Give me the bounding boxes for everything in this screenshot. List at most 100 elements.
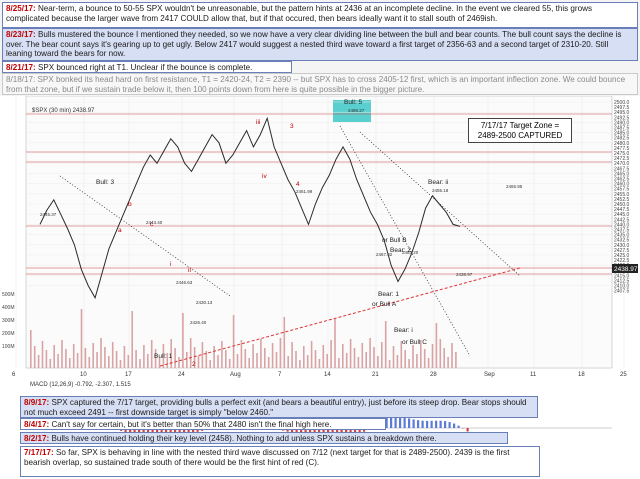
volume-bar xyxy=(365,352,367,368)
volume-bar xyxy=(353,348,356,368)
y-tick-label: 2490.0 xyxy=(614,120,630,126)
y-tick-label: 2495.0 xyxy=(614,110,630,116)
volume-bar xyxy=(396,355,399,368)
y-tick-label: 2410.0 xyxy=(614,284,630,290)
y-tick-label: 2437.5 xyxy=(614,228,630,234)
volume-bar xyxy=(451,343,453,368)
volume-bar xyxy=(373,347,375,368)
volume-tick-label: 200M xyxy=(2,331,15,337)
volume-bar xyxy=(271,343,274,368)
volume-bar xyxy=(318,359,321,368)
volume-bar xyxy=(228,359,231,368)
volume-bar xyxy=(92,343,94,368)
volume-bar xyxy=(213,346,215,368)
price-label: 2486.27 xyxy=(348,108,365,113)
wave-label: Bear: 1 xyxy=(378,291,399,298)
macd-bar xyxy=(358,428,361,436)
volume-bar xyxy=(275,352,278,368)
y-tick-label: 2482.5 xyxy=(614,136,630,142)
volume-bar xyxy=(252,344,254,368)
y-tick-label: 2497.5 xyxy=(614,105,630,111)
macd-bar xyxy=(178,428,181,434)
x-tick-label: 6 xyxy=(12,372,16,378)
x-tick-label: 11 xyxy=(530,372,537,378)
volume-bar xyxy=(61,340,63,368)
macd-bar xyxy=(313,428,316,435)
wave-label: or Bull B xyxy=(382,237,407,244)
wave-label: 2 xyxy=(192,361,196,368)
macd-bar xyxy=(187,428,190,433)
volume-bar xyxy=(65,349,67,368)
wave-label: or Bull A xyxy=(372,301,397,308)
volume-bar xyxy=(143,345,145,368)
x-tick-label: 10 xyxy=(80,372,87,378)
wave-label: i xyxy=(170,261,171,268)
macd-bar xyxy=(300,428,303,433)
volume-bar xyxy=(443,348,445,368)
volume-bar xyxy=(306,355,309,368)
volume-bar xyxy=(189,338,192,368)
macd-bar xyxy=(390,416,393,428)
y-tick-label: 2480.0 xyxy=(614,141,630,147)
volume-tick-label: 500M xyxy=(2,292,15,298)
volume-bar xyxy=(100,338,102,368)
volume-bar xyxy=(326,354,328,368)
y-tick-label: 2415.0 xyxy=(614,273,630,279)
macd-bar xyxy=(169,428,172,435)
resistance-lines xyxy=(26,113,612,275)
macd-bar xyxy=(394,416,397,428)
y-tick-label: 2427.5 xyxy=(614,248,630,254)
volume-bar xyxy=(115,351,118,368)
y-tick-label: 2487.5 xyxy=(614,126,630,132)
volume-bar xyxy=(357,357,360,368)
price-line xyxy=(39,116,461,300)
x-tick-label: 14 xyxy=(324,372,331,378)
volume-bar xyxy=(45,350,48,368)
volume-bar xyxy=(264,348,266,368)
macd-bar xyxy=(403,417,406,428)
volume-bar xyxy=(69,358,71,368)
volume-bar xyxy=(135,350,137,368)
volume-bars xyxy=(30,309,457,368)
volume-bar xyxy=(377,356,379,368)
macd-bar xyxy=(448,422,451,428)
volume-bar xyxy=(30,330,32,368)
volume-bar xyxy=(119,360,122,368)
volume-bar xyxy=(423,349,426,368)
volume-bar xyxy=(209,360,211,368)
wave-label: ii xyxy=(188,267,191,274)
y-tick-label: 2435.0 xyxy=(614,233,630,239)
y-tick-label: 2447.5 xyxy=(614,207,630,213)
volume-bar xyxy=(431,344,434,368)
price-series xyxy=(39,116,461,300)
trend-lines xyxy=(59,125,521,367)
wave-label: a xyxy=(118,227,122,234)
volume-bar xyxy=(111,342,114,368)
volume-bar xyxy=(205,351,208,368)
y-tick-label: 2470.0 xyxy=(614,161,630,167)
note-8-21: 8/21/17: SPX bounced right at T1. Unclea… xyxy=(2,61,292,73)
price-label: 2443.40 xyxy=(146,220,163,225)
volume-bar xyxy=(291,342,293,368)
volume-bar xyxy=(283,317,286,368)
volume-bar xyxy=(197,356,200,368)
volume-bar xyxy=(49,359,52,368)
volume-bar xyxy=(295,351,297,368)
volume-bar xyxy=(150,340,153,368)
y-tick-label: 2425.0 xyxy=(614,253,630,259)
macd-bar xyxy=(174,428,177,434)
y-tick-label: 2485.0 xyxy=(614,131,630,137)
volume-tick-label: 100M xyxy=(2,344,15,350)
volume-bar xyxy=(342,344,344,368)
y-tick-label: 2452.5 xyxy=(614,197,630,203)
volume-bar xyxy=(349,339,352,368)
volume-bar xyxy=(131,311,133,368)
volume-bar xyxy=(170,339,172,368)
price-label: 2461.99 xyxy=(296,189,313,194)
price-label: 2426.40 xyxy=(190,320,207,325)
wave-label: Bull: 3 xyxy=(96,179,114,186)
volume-bar xyxy=(33,346,36,368)
volume-bar xyxy=(404,350,406,368)
note-8-4: 8/4/17: Can't say for certain, but it's … xyxy=(20,418,386,430)
volume-bar xyxy=(158,358,161,368)
